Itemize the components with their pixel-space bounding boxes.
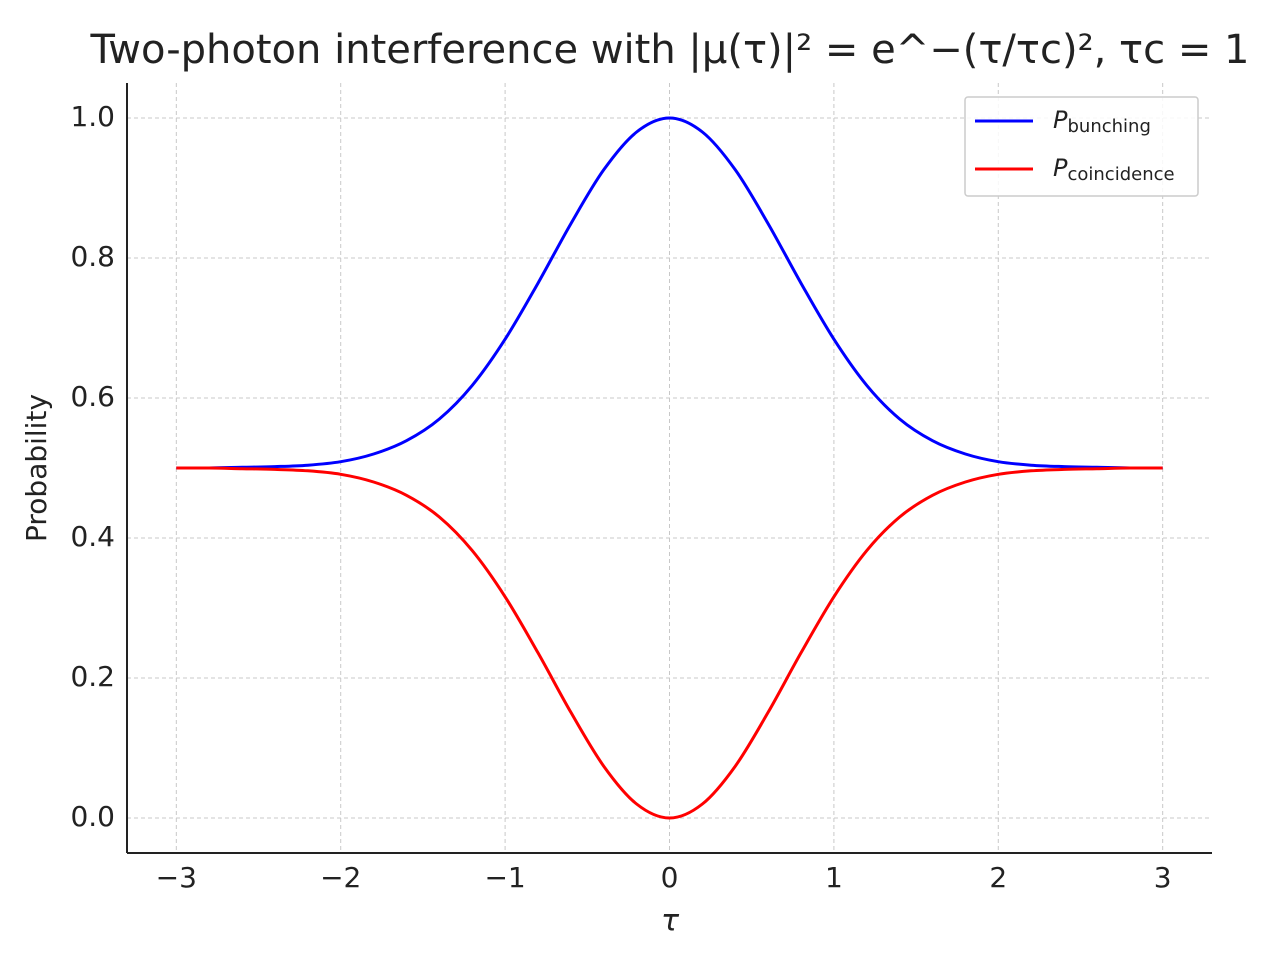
legend-label-main: P: [1053, 106, 1068, 134]
x-tick-label: −2: [320, 861, 361, 894]
y-tick-label: 0.2: [70, 660, 115, 693]
y-tick-label: 0.4: [70, 520, 115, 553]
legend-label: Pbunching: [1053, 106, 1151, 137]
x-tick-label: 1: [825, 861, 843, 894]
y-tick-label: 1.0: [70, 100, 115, 133]
legend-label-main: P: [1053, 154, 1068, 182]
y-tick-label: 0.6: [70, 380, 115, 413]
legend-label-sub: bunching: [1067, 116, 1150, 137]
legend-label-sub: coincidence: [1067, 164, 1174, 185]
data-line: [176, 116, 1163, 470]
y-tick-label: 0.8: [70, 240, 115, 273]
y-tick-label: 0.0: [70, 800, 115, 833]
y-axis-label: Probability: [20, 394, 53, 542]
x-tick-label: 0: [661, 861, 679, 894]
x-axis-label: τ: [661, 904, 680, 939]
x-tick-label: −1: [484, 861, 525, 894]
x-tick-label: 2: [989, 861, 1007, 894]
data-line: [176, 466, 1163, 820]
legend-label: Pcoincidence: [1053, 154, 1175, 185]
x-tick-label: 3: [1154, 861, 1172, 894]
chart-title: Two-photon interference with |μ(τ)|² = e…: [89, 27, 1249, 73]
x-tick-label: −3: [156, 861, 197, 894]
